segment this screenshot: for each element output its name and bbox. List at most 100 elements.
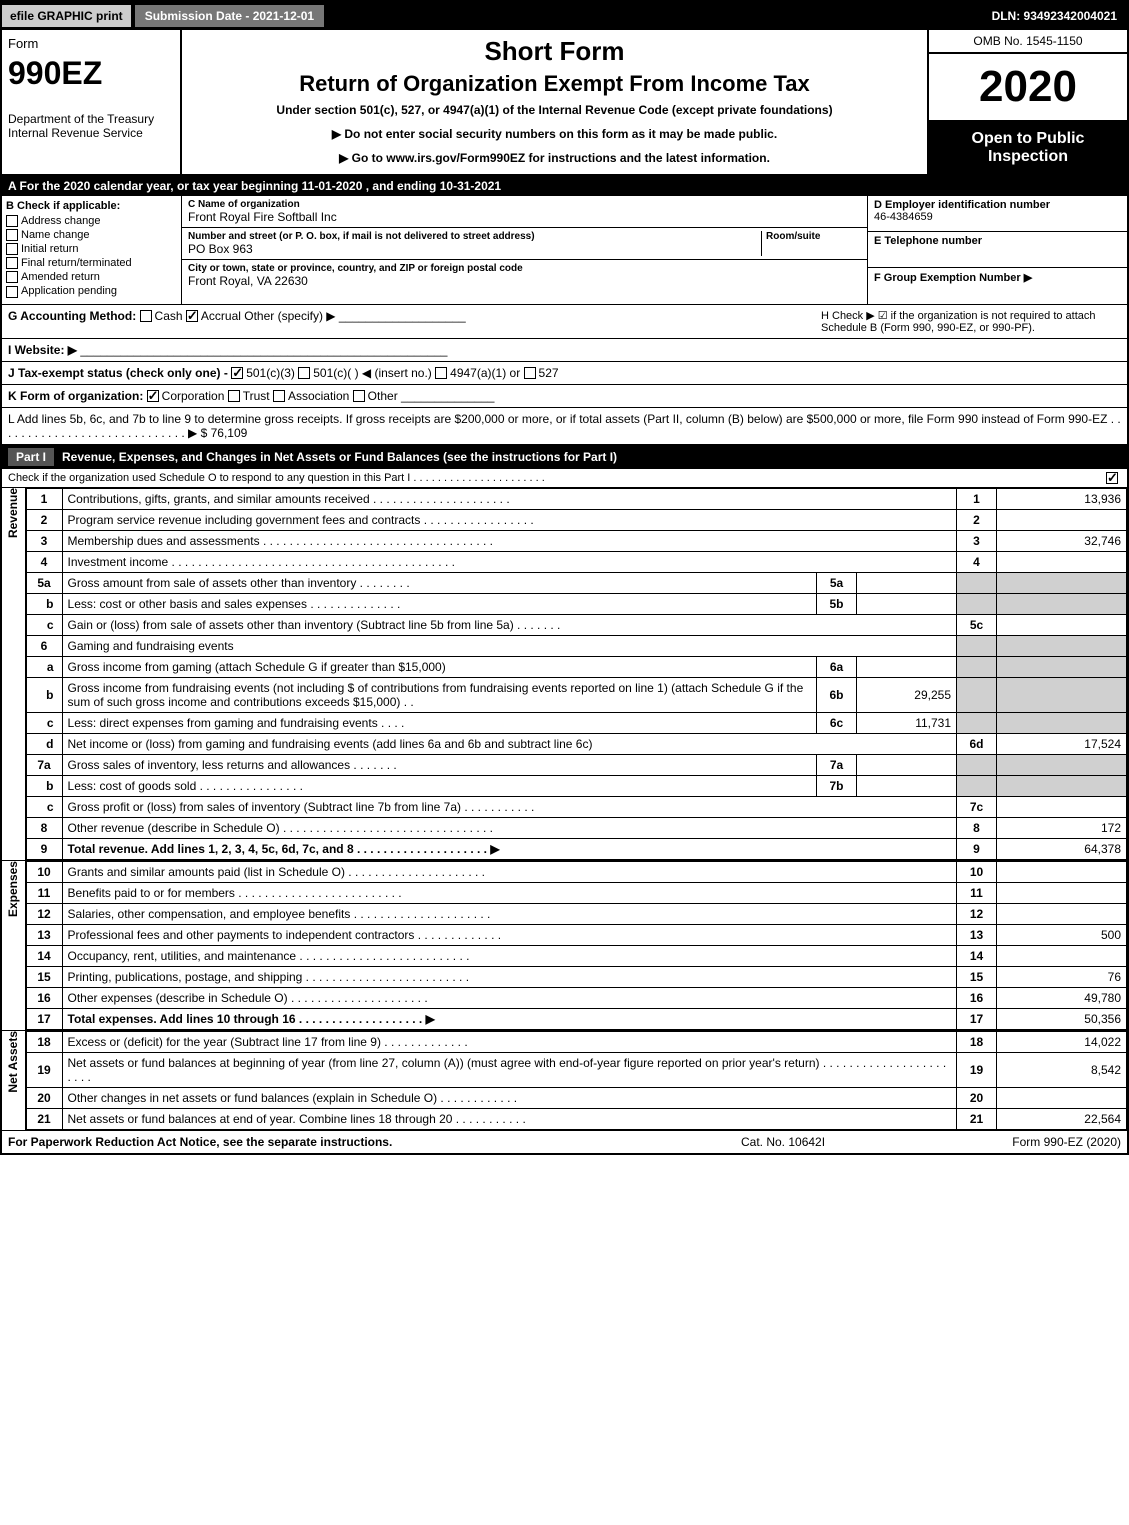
header-right: OMB No. 1545-1150 2020 Open to Public In… [927, 30, 1127, 174]
form-word: Form [8, 36, 174, 51]
row-j-tax-exempt: J Tax-exempt status (check only one) - 5… [2, 362, 1127, 385]
line-a-tax-year: A For the 2020 calendar year, or tax yea… [2, 176, 1127, 196]
cb-accrual[interactable] [186, 310, 198, 322]
org-name-row: C Name of organization Front Royal Fire … [182, 196, 867, 228]
cb-application-pending[interactable]: Application pending [6, 285, 177, 297]
expenses-side-label: Expenses [2, 861, 26, 1030]
cb-initial-return[interactable]: Initial return [6, 243, 177, 255]
cb-cash[interactable] [140, 310, 152, 322]
k-label: K Form of organization: [8, 389, 143, 403]
box-h-schedule-b: H Check ▶ ☑ if the organization is not r… [821, 309, 1121, 334]
cb-527[interactable] [524, 367, 536, 379]
table-row: 12Salaries, other compensation, and empl… [26, 903, 1126, 924]
cb-association[interactable] [273, 390, 285, 402]
top-bar: efile GRAPHIC print Submission Date - 20… [2, 2, 1127, 30]
expenses-section: Expenses 10Grants and similar amounts pa… [2, 861, 1127, 1031]
short-form-title: Short Form [192, 36, 917, 67]
form-ref: Form 990-EZ (2020) [941, 1135, 1121, 1149]
return-title: Return of Organization Exempt From Incom… [192, 71, 917, 97]
org-city-label: City or town, state or province, country… [188, 263, 523, 274]
cb-501c[interactable] [298, 367, 310, 379]
table-row: 11Benefits paid to or for members . . . … [26, 882, 1126, 903]
box-c-org-info: C Name of organization Front Royal Fire … [182, 196, 867, 304]
tax-year: 2020 [929, 54, 1127, 122]
cb-corporation[interactable] [147, 390, 159, 402]
part-i-schedule-o-check: Check if the organization used Schedule … [2, 469, 1127, 488]
section-b-c-d: B Check if applicable: Address change Na… [2, 196, 1127, 305]
cb-other-org[interactable] [353, 390, 365, 402]
cb-501c3[interactable] [231, 367, 243, 379]
table-row: 7aGross sales of inventory, less returns… [26, 754, 1126, 775]
under-section-note: Under section 501(c), 527, or 4947(a)(1)… [192, 103, 917, 117]
cb-final-return[interactable]: Final return/terminated [6, 257, 177, 269]
table-row: bLess: cost of goods sold . . . . . . . … [26, 775, 1126, 796]
cb-4947a1[interactable] [435, 367, 447, 379]
table-row: 19Net assets or fund balances at beginni… [26, 1052, 1126, 1087]
table-row: 1Contributions, gifts, grants, and simil… [26, 488, 1126, 509]
box-d-e-f: D Employer identification number 46-4384… [867, 196, 1127, 304]
expenses-table: 10Grants and similar amounts paid (list … [26, 861, 1127, 1030]
table-row: aGross income from gaming (attach Schedu… [26, 656, 1126, 677]
org-name-label: C Name of organization [188, 199, 861, 210]
part-i-title: Revenue, Expenses, and Changes in Net As… [62, 450, 617, 464]
part-i-badge: Part I [8, 448, 54, 466]
row-g-h: G Accounting Method: Cash Accrual Other … [2, 305, 1127, 339]
group-exemption-row: F Group Exemption Number ▶ [868, 268, 1127, 303]
open-to-public-badge: Open to Public Inspection [929, 122, 1127, 174]
part-i-header: Part I Revenue, Expenses, and Changes in… [2, 445, 1127, 469]
org-address-row: Number and street (or P. O. box, if mail… [182, 228, 867, 260]
dept-irs: Internal Revenue Service [8, 126, 174, 140]
page-footer: For Paperwork Reduction Act Notice, see … [2, 1131, 1127, 1153]
row-l-gross-receipts: L Add lines 5b, 6c, and 7b to line 9 to … [2, 408, 1127, 445]
form-page: efile GRAPHIC print Submission Date - 20… [0, 0, 1129, 1155]
ein-row: D Employer identification number 46-4384… [868, 196, 1127, 232]
table-row: cGross profit or (loss) from sales of in… [26, 796, 1126, 817]
paperwork-notice: For Paperwork Reduction Act Notice, see … [8, 1135, 741, 1149]
dept-treasury: Department of the Treasury [8, 112, 174, 126]
table-row: cLess: direct expenses from gaming and f… [26, 712, 1126, 733]
net-assets-section: Net Assets 18Excess or (deficit) for the… [2, 1031, 1127, 1131]
form-number: 990EZ [8, 55, 174, 92]
table-row: cGain or (loss) from sale of assets othe… [26, 614, 1126, 635]
table-row: 18Excess or (deficit) for the year (Subt… [26, 1031, 1126, 1052]
goto-link[interactable]: ▶ Go to www.irs.gov/Form990EZ for instru… [192, 151, 917, 165]
table-row: 14Occupancy, rent, utilities, and mainte… [26, 945, 1126, 966]
cb-address-change[interactable]: Address change [6, 215, 177, 227]
table-row: dNet income or (loss) from gaming and fu… [26, 733, 1126, 754]
table-row: 13Professional fees and other payments t… [26, 924, 1126, 945]
box-b-checkboxes: B Check if applicable: Address change Na… [2, 196, 182, 304]
table-row: 6Gaming and fundraising events [26, 635, 1126, 656]
table-row: 20Other changes in net assets or fund ba… [26, 1087, 1126, 1108]
ein-label: D Employer identification number [874, 199, 1050, 211]
j-label: J Tax-exempt status (check only one) - [8, 366, 228, 380]
org-addr-label: Number and street (or P. O. box, if mail… [188, 231, 761, 242]
row-i-website: I Website: ▶ ___________________________… [2, 339, 1127, 362]
table-row: 4Investment income . . . . . . . . . . .… [26, 551, 1126, 572]
revenue-section: Revenue 1Contributions, gifts, grants, a… [2, 488, 1127, 861]
cb-amended-return[interactable]: Amended return [6, 271, 177, 283]
row-k-org-form: K Form of organization: Corporation Trus… [2, 385, 1127, 408]
org-city-row: City or town, state or province, country… [182, 260, 867, 291]
omb-number: OMB No. 1545-1150 [929, 30, 1127, 54]
room-suite-label: Room/suite [766, 231, 861, 242]
table-row: 9Total revenue. Add lines 1, 2, 3, 4, 5c… [26, 838, 1126, 859]
table-row: 5aGross amount from sale of assets other… [26, 572, 1126, 593]
cat-number: Cat. No. 10642I [741, 1135, 941, 1149]
table-row: 16Other expenses (describe in Schedule O… [26, 987, 1126, 1008]
telephone-row: E Telephone number [868, 232, 1127, 268]
revenue-side-label: Revenue [2, 488, 26, 860]
box-b-header: B Check if applicable: [6, 200, 177, 212]
cb-name-change[interactable]: Name change [6, 229, 177, 241]
tel-label: E Telephone number [874, 235, 982, 247]
cb-schedule-o[interactable] [1106, 472, 1118, 484]
org-addr-value: PO Box 963 [188, 242, 253, 256]
gross-receipts-value: $ 76,109 [201, 426, 248, 440]
cb-trust[interactable] [228, 390, 240, 402]
org-name-value: Front Royal Fire Softball Inc [188, 210, 337, 224]
net-assets-table: 18Excess or (deficit) for the year (Subt… [26, 1031, 1127, 1130]
table-row: bGross income from fundraising events (n… [26, 677, 1126, 712]
efile-print-button[interactable]: efile GRAPHIC print [2, 5, 131, 27]
table-row: 17Total expenses. Add lines 10 through 1… [26, 1008, 1126, 1029]
table-row: 15Printing, publications, postage, and s… [26, 966, 1126, 987]
table-row: bLess: cost or other basis and sales exp… [26, 593, 1126, 614]
